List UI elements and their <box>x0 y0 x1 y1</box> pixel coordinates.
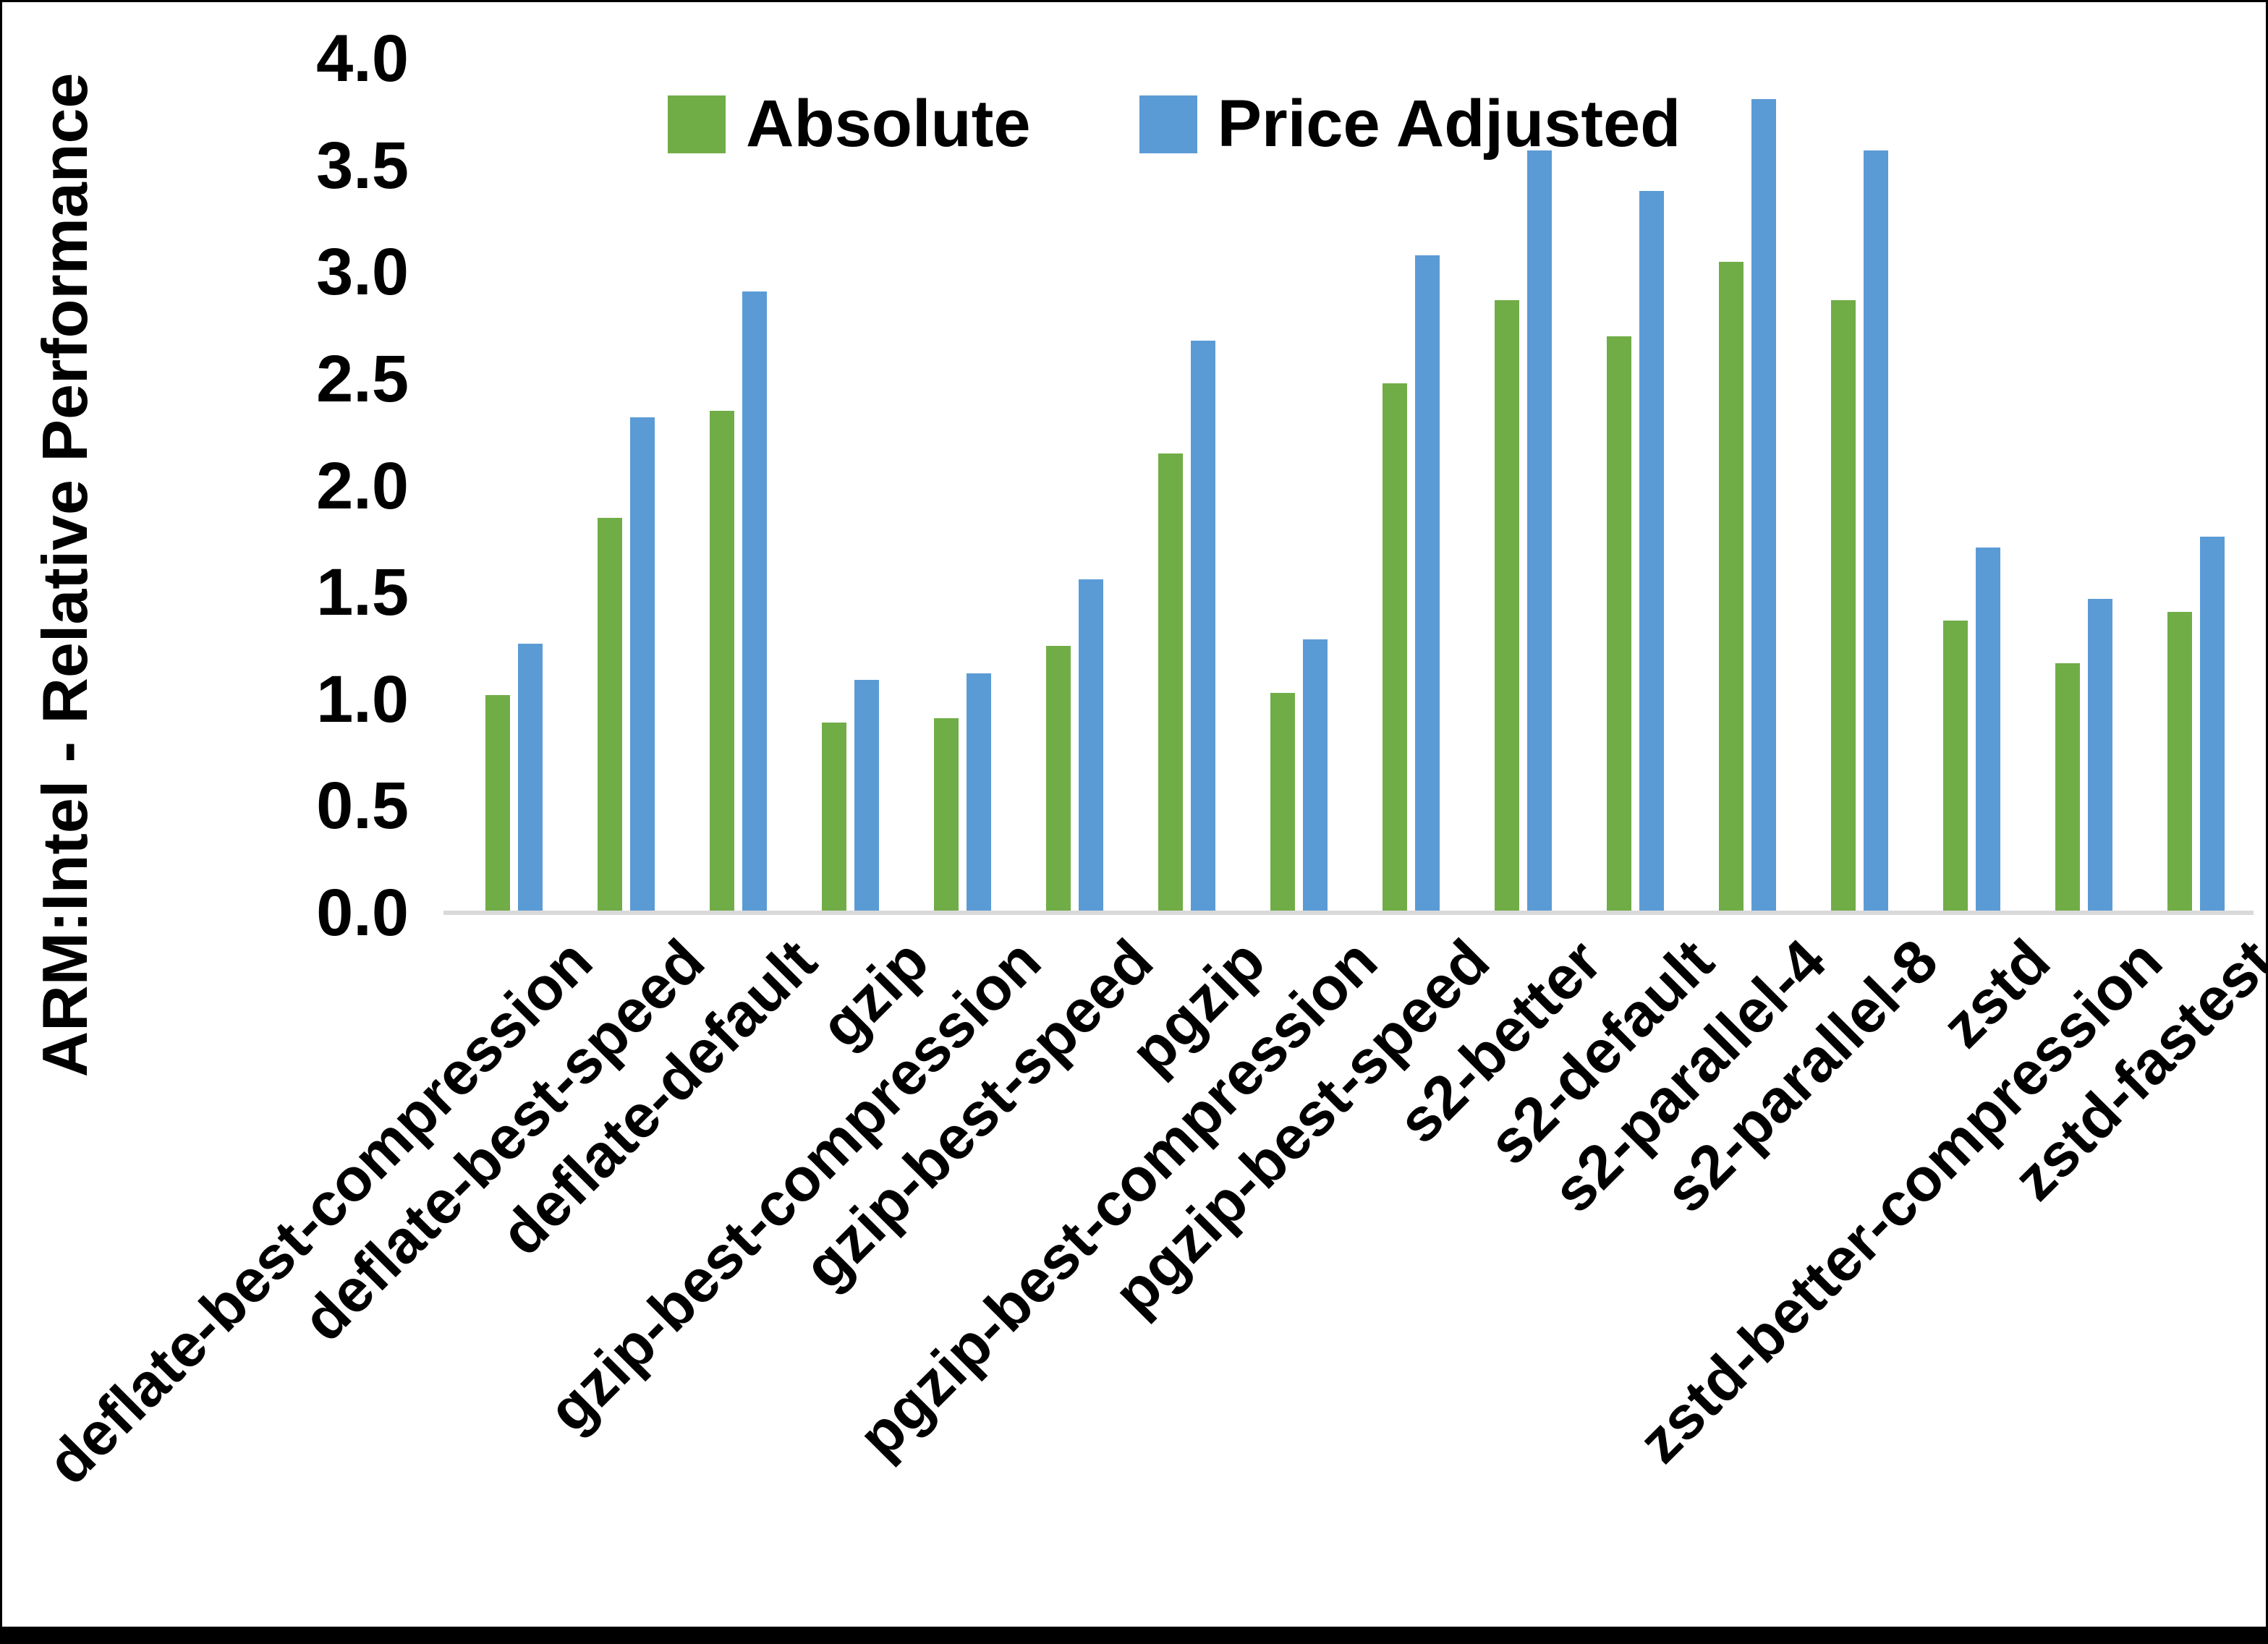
category-label: gzip-best-compression <box>535 926 1053 1445</box>
bar-group <box>2028 59 2140 913</box>
bar-group <box>1804 59 1916 913</box>
bar-group <box>682 59 794 913</box>
category-label: pgzip <box>1117 926 1278 1087</box>
bar-absolute <box>1943 620 1968 913</box>
category-label: zstd <box>1928 926 2063 1060</box>
legend-swatch-absolute <box>668 95 726 153</box>
bar-price-adjusted <box>1751 99 1776 913</box>
category-label: pgzip-best-speed <box>1100 926 1502 1328</box>
bar-group <box>458 59 570 913</box>
bar-groups <box>458 59 2252 913</box>
bar-absolute <box>2055 663 2080 913</box>
y-tick-label: 3.0 <box>316 235 409 310</box>
bar-absolute <box>1719 261 1744 913</box>
x-axis-line <box>443 911 2254 915</box>
legend-label-absolute: Absolute <box>746 87 1031 161</box>
bar-group <box>1019 59 1131 913</box>
y-tick-label: 1.5 <box>316 555 409 630</box>
y-tick-label: 2.0 <box>316 448 409 523</box>
bar-absolute <box>1046 645 1071 913</box>
bar-price-adjusted <box>630 417 655 913</box>
bar-group <box>2140 59 2252 913</box>
bar-group <box>906 59 1019 913</box>
y-axis-tick-labels: 4.0 3.5 3.0 2.5 2.0 1.5 1.0 0.5 0.0 <box>2 2 409 1627</box>
bar-price-adjusted <box>854 680 879 913</box>
bar-absolute <box>1607 336 1631 913</box>
y-tick-label: 3.5 <box>316 128 409 203</box>
category-label: s2-parallel-4 <box>1539 926 1838 1225</box>
bar-price-adjusted <box>1976 548 2000 913</box>
bar-group <box>1355 59 1467 913</box>
bar-group <box>794 59 906 913</box>
legend-item-price-adjusted: Price Adjusted <box>1139 86 1681 162</box>
bar-group <box>1131 59 1243 913</box>
bar-price-adjusted <box>1639 191 1664 913</box>
bar-absolute <box>598 517 622 913</box>
category-label: gzip <box>807 926 941 1060</box>
bar-absolute <box>485 694 510 913</box>
bar-absolute <box>1270 692 1295 913</box>
category-label: zstd-better-compression <box>1625 926 2175 1476</box>
bar-absolute <box>934 718 959 913</box>
plot-area <box>443 59 2254 915</box>
bar-price-adjusted <box>1079 579 1103 913</box>
y-tick-label: 4.0 <box>316 22 409 95</box>
y-tick-label: 0.0 <box>316 876 409 950</box>
bar-price-adjusted <box>2200 537 2225 913</box>
bar-group <box>1579 59 1691 913</box>
legend-swatch-price-adjusted <box>1139 95 1197 153</box>
bar-absolute <box>1383 383 1407 913</box>
category-label: s2-parallel-8 <box>1651 926 1950 1225</box>
bar-absolute <box>2167 611 2192 913</box>
bar-absolute <box>1495 299 1519 913</box>
y-tick-label: 2.5 <box>316 341 409 416</box>
bar-price-adjusted <box>967 673 991 913</box>
bar-price-adjusted <box>2088 598 2112 913</box>
category-label: s2-better <box>1384 926 1614 1157</box>
bar-price-adjusted <box>1303 639 1328 913</box>
bar-group <box>1243 59 1355 913</box>
bar-absolute <box>710 411 734 913</box>
bar-price-adjusted <box>518 644 543 913</box>
legend: Absolute Price Adjusted <box>668 86 1681 162</box>
category-label: gzip-best-speed <box>790 926 1165 1302</box>
bar-absolute <box>822 723 846 913</box>
bar-price-adjusted <box>742 291 767 913</box>
bar-price-adjusted <box>1191 340 1215 913</box>
bar-group <box>570 59 682 913</box>
bar-price-adjusted <box>1864 150 1888 913</box>
y-tick-label: 0.5 <box>316 769 409 843</box>
category-label: deflate-default <box>487 926 829 1269</box>
category-label: s2-default <box>1474 926 1726 1177</box>
legend-label-price-adjusted: Price Adjusted <box>1217 87 1681 161</box>
bar-group <box>1916 59 2028 913</box>
legend-item-absolute: Absolute <box>668 86 1031 162</box>
category-label: zstd-fastest <box>2000 926 2268 1214</box>
category-label: pgzip-best-compression <box>844 926 1390 1471</box>
bar-price-adjusted <box>1527 150 1552 913</box>
bar-price-adjusted <box>1415 255 1440 913</box>
y-tick-label: 1.0 <box>316 662 409 736</box>
bar-absolute <box>1831 299 1856 913</box>
bar-absolute <box>1158 453 1183 913</box>
bar-group <box>1467 59 1579 913</box>
bar-group <box>1691 59 1804 913</box>
